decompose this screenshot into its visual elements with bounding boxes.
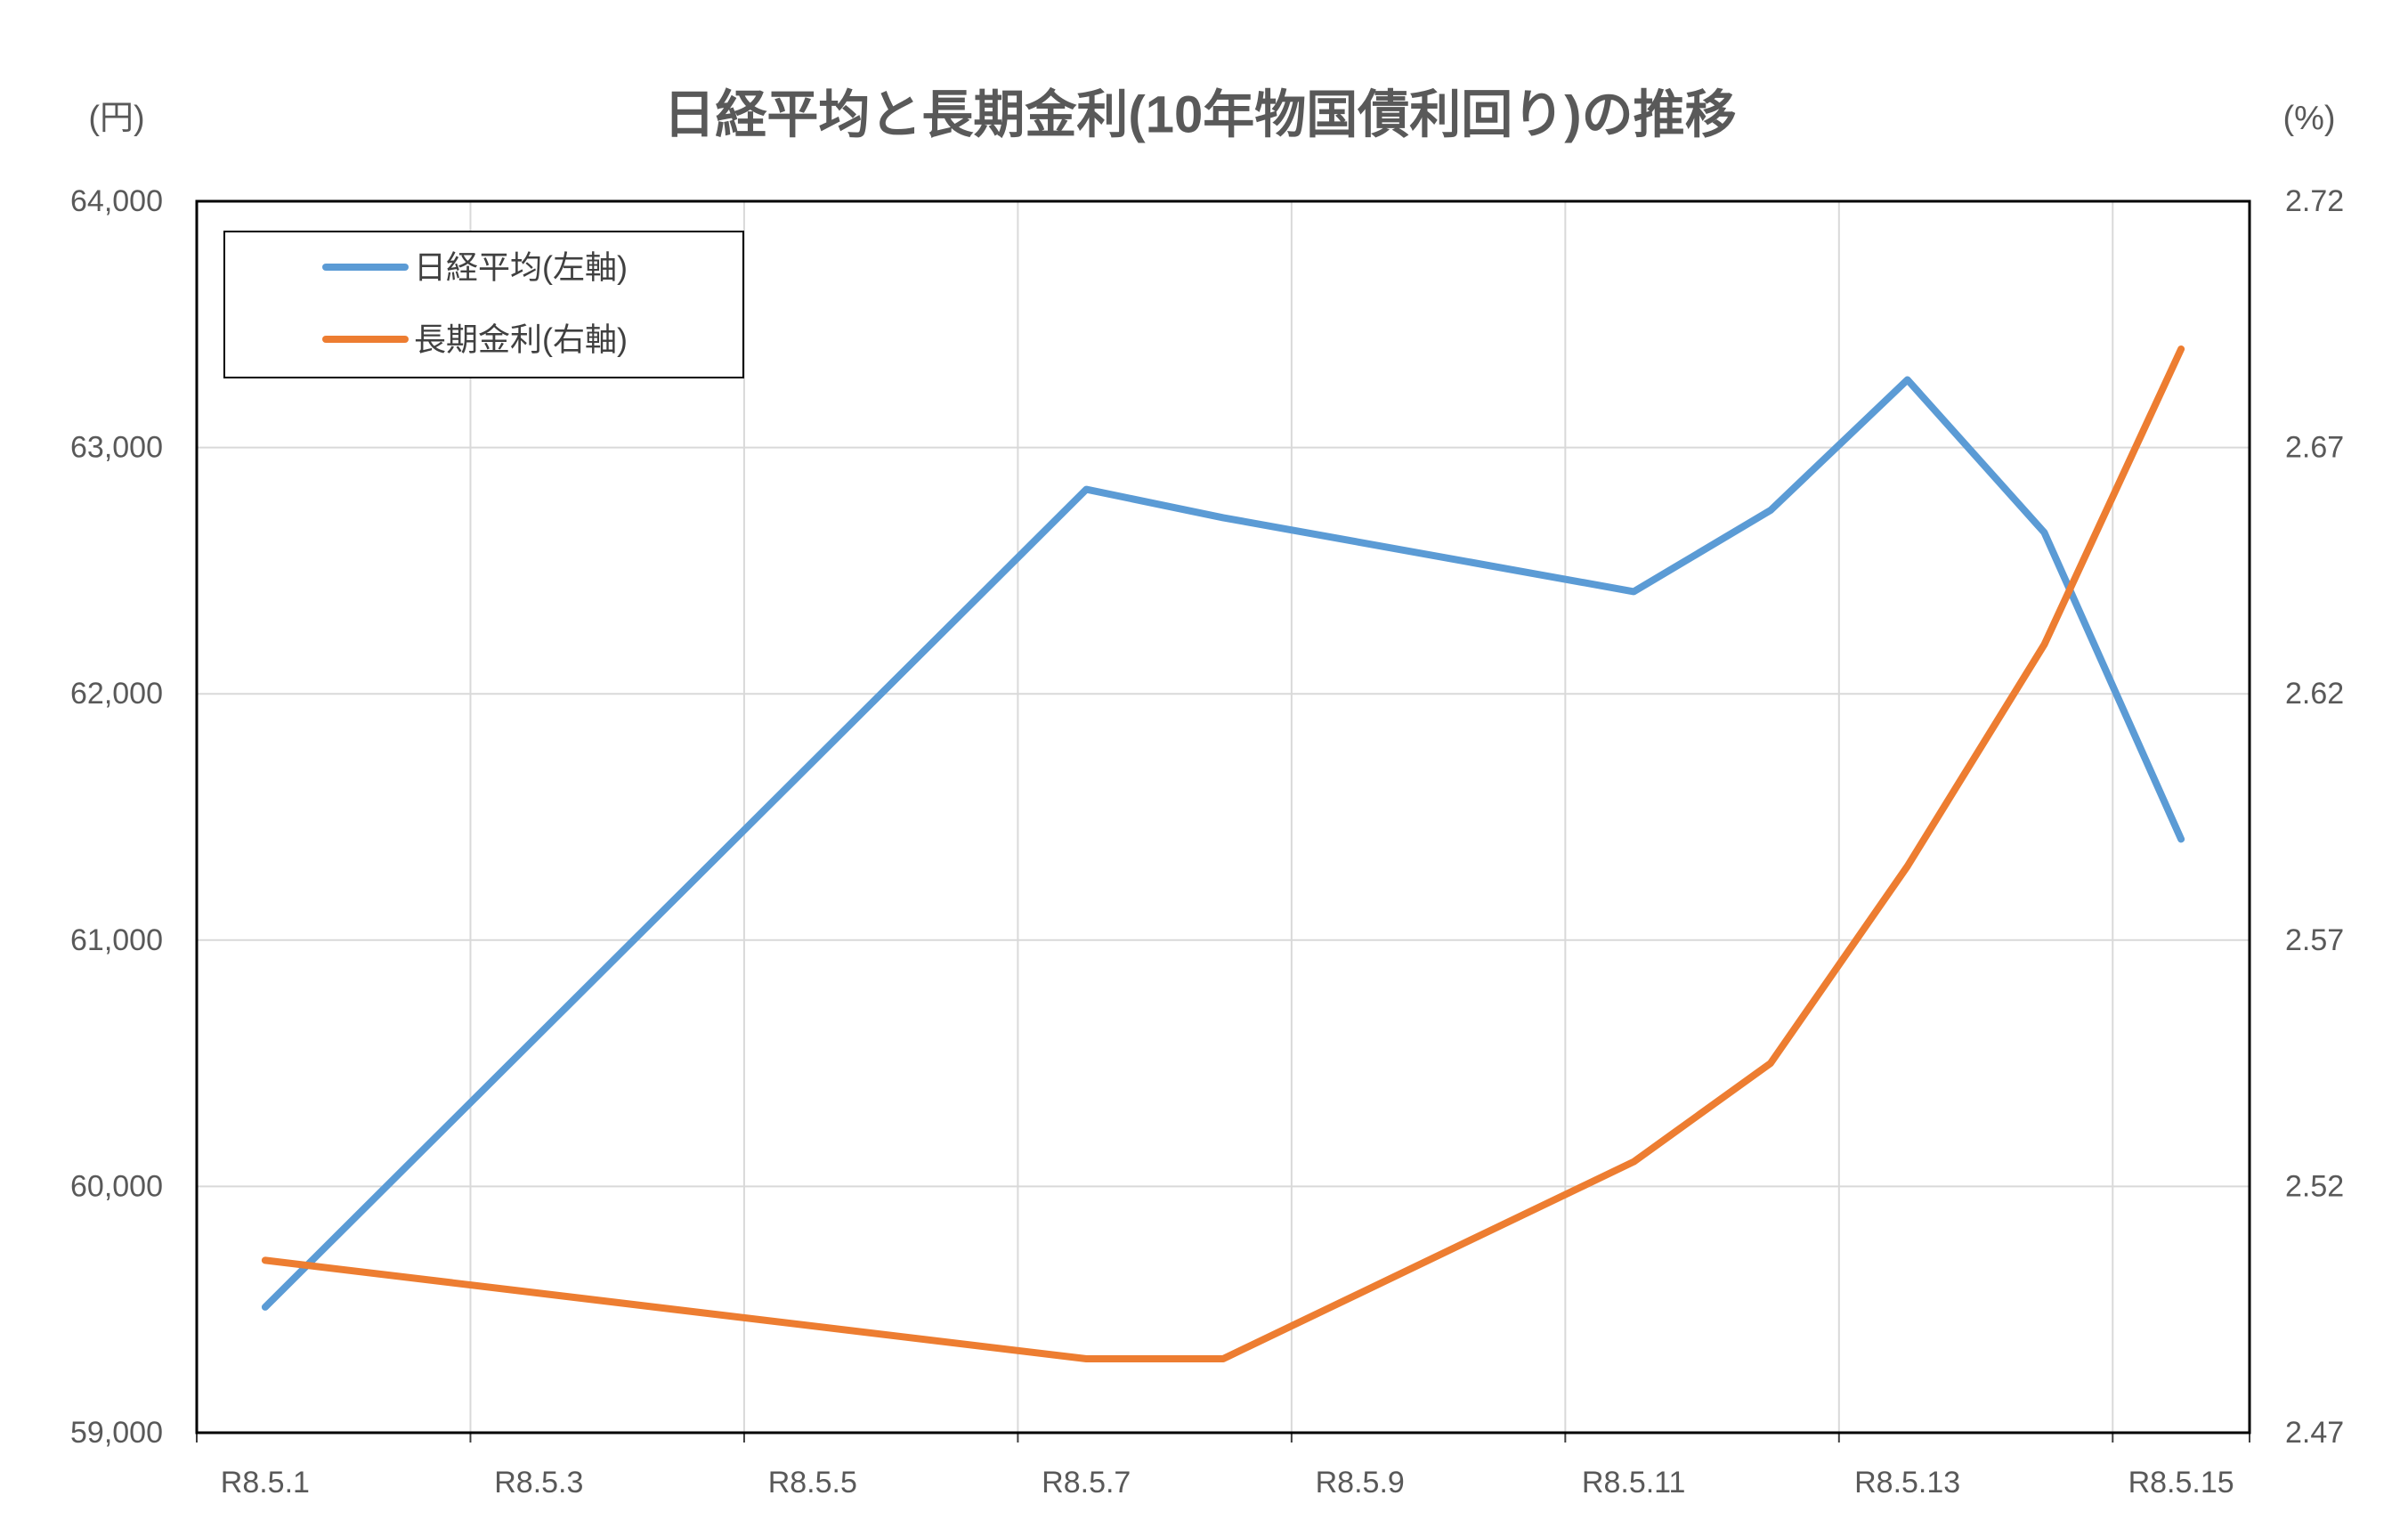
legend: 日経平均(左軸) 長期金利(右軸) — [223, 231, 744, 378]
left-y-tick-label: 59,000 — [70, 1416, 163, 1450]
x-tick-label: R8.5.1 — [221, 1466, 310, 1499]
right-y-axis-labels: 2.47 2.52 2.57 2.62 2.67 2.72 — [2285, 184, 2344, 1450]
plot-area-border — [195, 199, 2251, 1434]
x-tick-label: R8.5.13 — [1854, 1466, 1960, 1499]
left-y-tick-label: 61,000 — [70, 923, 163, 957]
legend-label-nikkei: 日経平均(左軸) — [414, 249, 628, 286]
right-y-tick-label: 2.52 — [2285, 1169, 2344, 1203]
left-axis-unit: (円) — [88, 100, 144, 137]
legend-box — [223, 231, 744, 378]
right-y-tick-label: 2.72 — [2285, 184, 2344, 218]
left-y-tick-label: 62,000 — [70, 677, 163, 711]
x-tick-label: R8.5.7 — [1042, 1466, 1131, 1499]
x-axis-labels: R8.5.1 R8.5.3 R8.5.5 R8.5.7 R8.5.9 R8.5.11 R8.… — [221, 1466, 2234, 1499]
x-tick-label: R8.5.3 — [494, 1466, 583, 1499]
long-term-yield-line — [261, 345, 2185, 1362]
left-y-axis-labels: 59,000 60,000 61,000 62,000 63,000 64,000 — [70, 184, 163, 1450]
gridlines — [197, 201, 2250, 1433]
x-tick-label: R8.5.15 — [2128, 1466, 2234, 1499]
right-y-tick-label: 2.62 — [2285, 677, 2344, 711]
series-lines — [261, 345, 2185, 1362]
legend-label-long-term-yield: 長期金利(右軸) — [414, 321, 628, 358]
left-y-tick-label: 64,000 — [70, 184, 163, 218]
right-axis-unit: (%) — [2282, 100, 2335, 137]
right-y-tick-label: 2.47 — [2285, 1416, 2344, 1450]
right-y-tick-label: 2.57 — [2285, 923, 2344, 957]
left-y-tick-label: 63,000 — [70, 431, 163, 465]
left-y-tick-label: 60,000 — [70, 1169, 163, 1203]
x-tick-label: R8.5.11 — [1582, 1466, 1686, 1499]
x-axis-tick-marks — [196, 1433, 2250, 1443]
nikkei-average-line — [261, 376, 2185, 1311]
x-tick-label: R8.5.9 — [1316, 1466, 1405, 1499]
right-y-tick-label: 2.67 — [2285, 431, 2344, 465]
chart-title: 日経平均と長期金利(10年物国債利回り)の推移 — [663, 86, 1736, 144]
x-tick-label: R8.5.5 — [768, 1466, 857, 1499]
